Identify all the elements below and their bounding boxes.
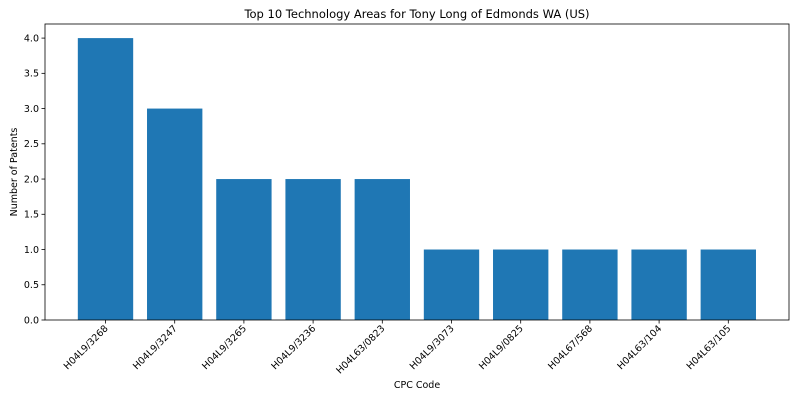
x-tick-label: H04L63/105 bbox=[685, 323, 734, 372]
chart-title: Top 10 Technology Areas for Tony Long of… bbox=[243, 7, 589, 21]
y-tick-label: 1.0 bbox=[24, 245, 39, 256]
y-tick-label: 2.5 bbox=[24, 139, 39, 150]
bar-h04l9-3265 bbox=[216, 179, 271, 320]
x-tick-label: H04L67/568 bbox=[546, 323, 595, 372]
y-axis: 0.0 0.5 1.0 1.5 2.0 2.5 3.0 3.5 4.0 bbox=[24, 33, 45, 326]
x-tick-label: H04L9/3268 bbox=[62, 323, 111, 372]
y-tick-label: 0.0 bbox=[24, 315, 39, 326]
bar-h04l9-3073 bbox=[424, 250, 479, 320]
bar-h04l9-0825 bbox=[493, 250, 548, 320]
x-axis: H04L9/3268 H04L9/3247 H04L9/3265 H04L9/3236… bbox=[62, 320, 734, 376]
x-axis-title: CPC Code bbox=[394, 380, 440, 391]
y-tick-label: 2.0 bbox=[24, 174, 39, 185]
bar-h04l67-568 bbox=[562, 250, 617, 320]
x-tick-label: H04L9/3073 bbox=[408, 323, 457, 372]
x-tick-label: H04L9/3265 bbox=[200, 323, 249, 372]
bar-h04l63-104 bbox=[631, 250, 686, 320]
x-tick-label: H04L63/0823 bbox=[334, 323, 387, 376]
x-tick-label: H04L9/0825 bbox=[477, 323, 526, 372]
x-tick-label: H04L9/3236 bbox=[269, 323, 318, 372]
y-tick-label: 4.0 bbox=[24, 33, 39, 44]
bar-h04l63-0823 bbox=[355, 179, 410, 320]
bar-h04l9-3236 bbox=[285, 179, 340, 320]
y-tick-label: 1.5 bbox=[24, 210, 39, 221]
bar-h04l9-3247 bbox=[147, 109, 202, 320]
x-tick-label: H04L9/3247 bbox=[131, 323, 180, 372]
bar-h04l63-105 bbox=[701, 250, 756, 320]
bars-group bbox=[78, 38, 756, 320]
y-tick-label: 0.5 bbox=[24, 280, 39, 291]
bar-h04l9-3268 bbox=[78, 38, 133, 320]
y-tick-label: 3.5 bbox=[24, 69, 39, 80]
x-tick-label: H04L63/104 bbox=[615, 323, 664, 372]
y-tick-label: 3.0 bbox=[24, 104, 39, 115]
y-axis-title: Number of Patents bbox=[9, 128, 20, 217]
